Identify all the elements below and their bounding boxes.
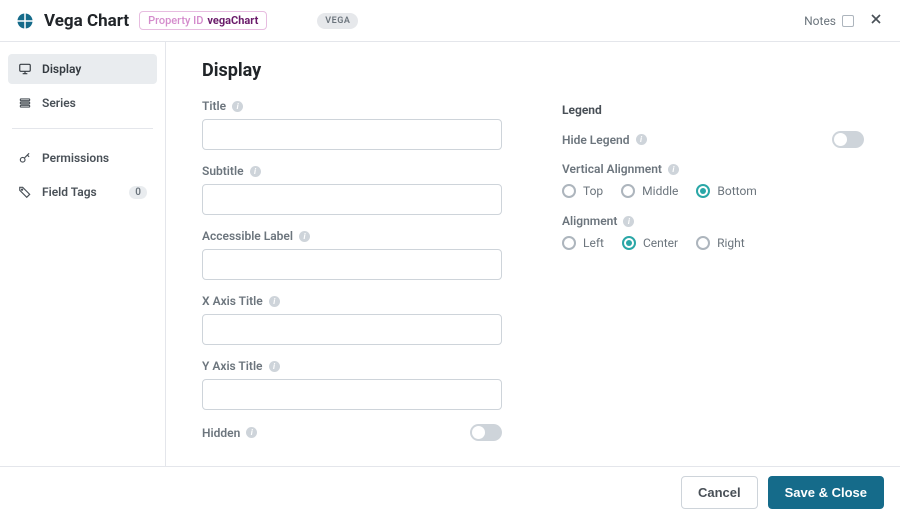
- field-label-hidden: Hidden i: [202, 426, 257, 440]
- radio-label: Center: [643, 236, 678, 250]
- radio-valign-middle[interactable]: Middle: [621, 184, 678, 198]
- radio-align-center[interactable]: Center: [622, 236, 678, 250]
- footer: Cancel Save & Close: [0, 466, 900, 518]
- info-icon[interactable]: i: [250, 166, 261, 177]
- radio-align-left[interactable]: Left: [562, 236, 604, 250]
- hide-legend-toggle[interactable]: [832, 131, 864, 148]
- radio-icon: [562, 236, 576, 250]
- label-text: Alignment: [562, 214, 617, 228]
- radio-valign-top[interactable]: Top: [562, 184, 603, 198]
- left-column: Title i Subtitle i Accessible Label i: [202, 99, 502, 455]
- align-label: Alignment i: [562, 214, 864, 228]
- info-icon[interactable]: i: [232, 101, 243, 112]
- layers-icon: [18, 96, 32, 110]
- info-icon[interactable]: i: [246, 427, 257, 438]
- sidebar-item-label: Field Tags: [42, 185, 97, 199]
- field-xaxis: X Axis Title i: [202, 294, 502, 345]
- sidebar-item-label: Display: [42, 62, 81, 76]
- field-label-subtitle: Subtitle i: [202, 164, 502, 178]
- radio-label: Top: [583, 184, 603, 198]
- main-panel: Display Title i Subtitle i: [166, 42, 900, 466]
- pie-chart-icon: [16, 12, 34, 30]
- tag-icon: [18, 185, 32, 199]
- notes-button[interactable]: Notes: [804, 14, 854, 28]
- align-radio-group: Left Center Right: [562, 236, 864, 250]
- top-bar-left: Vega Chart Property ID vegaChart VEGA: [16, 11, 804, 31]
- label-text: Hidden: [202, 426, 240, 440]
- radio-label: Left: [583, 236, 604, 250]
- notes-label: Notes: [804, 14, 836, 28]
- radio-icon: [622, 236, 636, 250]
- top-bar-right: Notes: [804, 11, 884, 31]
- info-icon[interactable]: i: [636, 134, 647, 145]
- yaxis-input[interactable]: [202, 379, 502, 410]
- field-yaxis: Y Axis Title i: [202, 359, 502, 410]
- label-text: Hide Legend: [562, 133, 630, 147]
- sidebar-item-field-tags[interactable]: Field Tags 0: [8, 177, 157, 207]
- section-heading: Display: [202, 60, 864, 81]
- sidebar-divider: [12, 128, 153, 129]
- right-column: Legend Hide Legend i Vertical Alignment …: [562, 99, 864, 455]
- info-icon[interactable]: i: [269, 296, 280, 307]
- field-tags-badge: 0: [129, 186, 147, 199]
- label-text: Subtitle: [202, 164, 244, 178]
- field-label-yaxis: Y Axis Title i: [202, 359, 502, 373]
- legend-heading: Legend: [562, 103, 864, 117]
- page-title: Vega Chart: [44, 11, 129, 31]
- property-id-label: Property ID: [148, 14, 203, 27]
- close-button[interactable]: [868, 11, 884, 31]
- label-text: Vertical Alignment: [562, 162, 662, 176]
- label-text: Accessible Label: [202, 229, 293, 243]
- valign-radio-group: Top Middle Bottom: [562, 184, 864, 198]
- label-text: Title: [202, 99, 226, 113]
- sidebar: Display Series Permissions Field Tags 0: [0, 42, 166, 466]
- monitor-icon: [18, 62, 32, 76]
- sidebar-item-label: Series: [42, 96, 76, 110]
- field-title: Title i: [202, 99, 502, 150]
- sidebar-item-display[interactable]: Display: [8, 54, 157, 84]
- field-subtitle: Subtitle i: [202, 164, 502, 215]
- body: Display Series Permissions Field Tags 0 …: [0, 42, 900, 466]
- field-hide-legend: Hide Legend i: [562, 131, 864, 148]
- radio-label: Right: [717, 236, 745, 250]
- field-accessible-label: Accessible Label i: [202, 229, 502, 280]
- save-close-button[interactable]: Save & Close: [768, 476, 884, 509]
- field-label-title: Title i: [202, 99, 502, 113]
- hidden-toggle[interactable]: [470, 424, 502, 441]
- radio-align-right[interactable]: Right: [696, 236, 745, 250]
- subtitle-input[interactable]: [202, 184, 502, 215]
- field-label-hide-legend: Hide Legend i: [562, 133, 647, 147]
- radio-label: Middle: [642, 184, 678, 198]
- radio-icon: [696, 236, 710, 250]
- valign-label: Vertical Alignment i: [562, 162, 864, 176]
- label-text: Y Axis Title: [202, 359, 263, 373]
- accessible-label-input[interactable]: [202, 249, 502, 280]
- sidebar-item-label: Permissions: [42, 151, 109, 165]
- columns: Title i Subtitle i Accessible Label i: [202, 99, 864, 455]
- radio-icon: [621, 184, 635, 198]
- property-id-value: vegaChart: [207, 14, 258, 27]
- field-label-xaxis: X Axis Title i: [202, 294, 502, 308]
- info-icon[interactable]: i: [623, 216, 634, 227]
- title-input[interactable]: [202, 119, 502, 150]
- info-icon[interactable]: i: [668, 164, 679, 175]
- property-id-chip: Property ID vegaChart: [139, 11, 267, 30]
- key-icon: [18, 151, 32, 165]
- radio-icon: [562, 184, 576, 198]
- notes-icon: [842, 15, 854, 27]
- sidebar-item-permissions[interactable]: Permissions: [8, 143, 157, 173]
- top-bar: Vega Chart Property ID vegaChart VEGA No…: [0, 0, 900, 42]
- cancel-button[interactable]: Cancel: [681, 476, 758, 509]
- sidebar-item-series[interactable]: Series: [8, 88, 157, 118]
- label-text: X Axis Title: [202, 294, 263, 308]
- info-icon[interactable]: i: [269, 361, 280, 372]
- xaxis-input[interactable]: [202, 314, 502, 345]
- field-label-accessible: Accessible Label i: [202, 229, 502, 243]
- field-hidden: Hidden i: [202, 424, 502, 441]
- radio-valign-bottom[interactable]: Bottom: [696, 184, 756, 198]
- radio-label: Bottom: [717, 184, 756, 198]
- info-icon[interactable]: i: [299, 231, 310, 242]
- radio-icon: [696, 184, 710, 198]
- type-badge: VEGA: [317, 13, 358, 29]
